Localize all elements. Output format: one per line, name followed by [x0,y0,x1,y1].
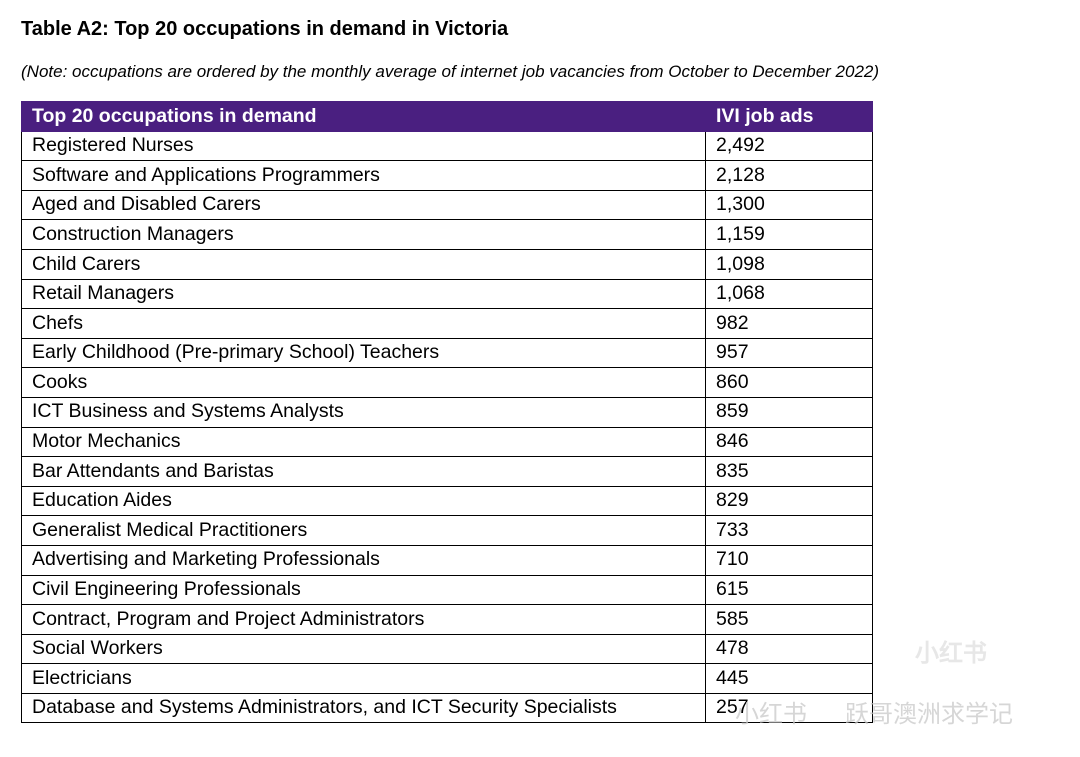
occupation-cell: Retail Managers [21,278,706,310]
watermark-brand: 小红书 [735,700,807,728]
job-ads-cell: 445 [705,663,873,694]
job-ads-cell: 710 [705,544,873,576]
column-header: IVI job ads [705,101,873,132]
occupation-cell: Aged and Disabled Carers [21,189,706,221]
job-ads-cell: 2,492 [705,130,873,162]
table-row: Chefs 982 [21,308,873,339]
table-row: Database and Systems Administrators, and… [21,692,873,724]
table-row: Construction Managers 1,159 [21,219,873,250]
job-ads-cell: 1,098 [705,248,873,280]
table-row: Contract, Program and Project Administra… [21,604,873,635]
table-row: Cooks 860 [21,367,873,398]
table-body: Registered Nurses 2,492 Software and Appli… [21,130,873,724]
occupation-cell: Generalist Medical Practitioners [21,515,706,546]
job-ads-cell: 982 [705,308,873,339]
table-row: Generalist Medical Practitioners 733 [21,515,873,546]
occupation-cell: Chefs [21,308,706,339]
job-ads-cell: 829 [705,485,873,517]
job-ads-cell: 860 [705,367,873,398]
occupation-cell: Electricians [21,663,706,694]
job-ads-cell: 859 [705,396,873,428]
occupation-cell: Software and Applications Programmers [21,160,706,191]
job-ads-cell: 846 [705,426,873,458]
occupation-cell: Construction Managers [21,219,706,250]
table-row: Motor Mechanics 846 [21,426,873,458]
note: (Note: occupations are ordered by the mo… [21,62,880,81]
job-ads-cell: 2,128 [705,160,873,191]
occupation-cell: ICT Business and Systems Analysts [21,396,706,428]
occupation-cell: Bar Attendants and Baristas [21,456,706,487]
occupation-cell: Database and Systems Administrators, and… [21,692,706,724]
job-ads-cell: 1,300 [705,189,873,221]
table-row: Software and Applications Programmers 2,1… [21,160,873,191]
job-ads-cell: 1,159 [705,219,873,250]
table-row: ICT Business and Systems Analysts 859 [21,396,873,428]
occupation-cell: Education Aides [21,485,706,517]
table-row: Education Aides 829 [21,485,873,517]
table-row: Early Childhood (Pre-primary School) Tea… [21,337,873,369]
watermark-logo: 小红书 [915,639,987,667]
table-row: Aged and Disabled Carers 1,300 [21,189,873,221]
job-ads-cell: 835 [705,456,873,487]
job-ads-cell: 615 [705,574,873,606]
table-row: Advertising and Marketing Professionals 7… [21,544,873,576]
job-ads-cell: 1,068 [705,278,873,310]
table-row: Electricians 445 [21,663,873,694]
table-row: Social Workers 478 [21,633,873,665]
table-row: Registered Nurses 2,492 [21,130,873,162]
title: Table A2: Top 20 occupations in demand i… [21,18,509,40]
occupation-cell: Early Childhood (Pre-primary School) Tea… [21,337,706,369]
table-row: Retail Managers 1,068 [21,278,873,310]
occupation-cell: Advertising and Marketing Professionals [21,544,706,576]
job-ads-cell: 733 [705,515,873,546]
table-row: Civil Engineering Professionals 615 [21,574,873,606]
occupation-cell: Registered Nurses [21,130,706,162]
job-ads-cell: 957 [705,337,873,369]
occupation-cell: Social Workers [21,633,706,665]
table-row: Child Carers 1,098 [21,248,873,280]
job-ads-cell: 585 [705,604,873,635]
occupation-cell: Contract, Program and Project Administra… [21,604,706,635]
table-row: Bar Attendants and Baristas 835 [21,456,873,487]
watermark-account: 跃哥澳洲求学记 [845,700,1013,728]
column-header: Top 20 occupations in demand [21,101,706,132]
header-row: Top 20 occupations in demand IVI job ads [21,101,873,132]
table-head: Top 20 occupations in demand IVI job ads [21,101,873,132]
occupation-cell: Civil Engineering Professionals [21,574,706,606]
occupations-table: Top 20 occupations in demand IVI job ads … [21,101,873,724]
occupation-cell: Cooks [21,367,706,398]
job-ads-cell: 257 [705,692,873,724]
occupation-cell: Motor Mechanics [21,426,706,458]
occupation-cell: Child Carers [21,248,706,280]
job-ads-cell: 478 [705,633,873,665]
